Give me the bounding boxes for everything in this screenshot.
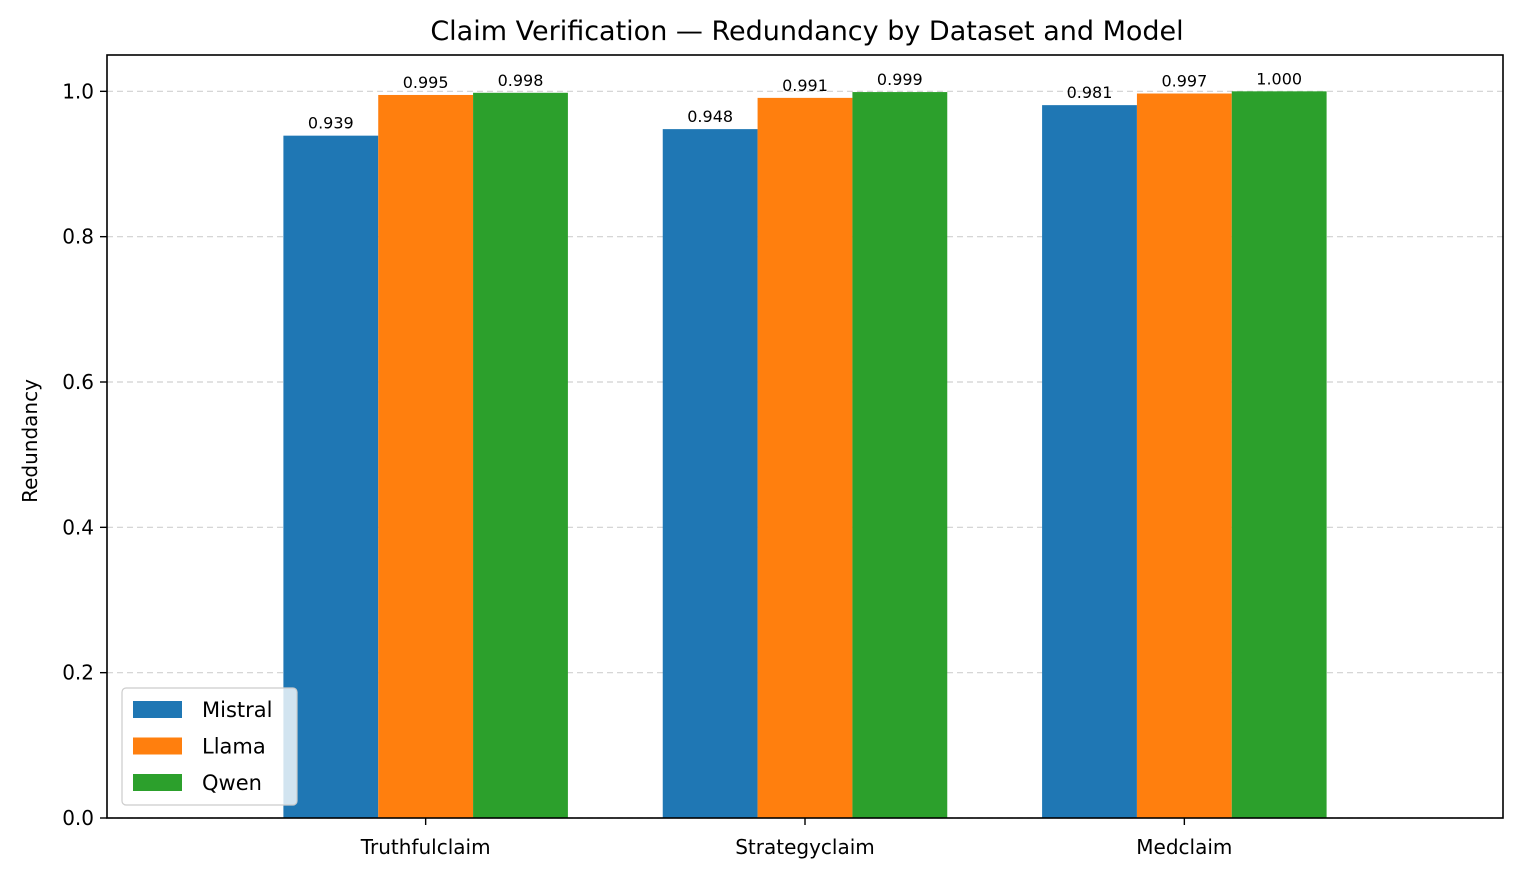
legend-label-mistral: Mistral xyxy=(202,698,272,722)
bar-mistral-strategyclaim xyxy=(662,129,758,818)
y-tick-label: 0.6 xyxy=(62,370,94,394)
y-tick-label: 0.8 xyxy=(62,225,94,249)
y-tick-label: 1.0 xyxy=(62,79,94,103)
bar-qwen-medclaim xyxy=(1231,91,1327,819)
data-label: 0.948 xyxy=(687,107,733,126)
bar-llama-strategyclaim xyxy=(757,97,853,818)
data-label: 0.997 xyxy=(1161,72,1207,91)
bar-llama-medclaim xyxy=(1136,93,1232,819)
legend-label-qwen: Qwen xyxy=(202,771,262,795)
legend-swatch-qwen xyxy=(133,774,182,791)
data-label: 0.939 xyxy=(308,114,354,133)
data-labels: 0.939 0.995 0.998 0.948 0.991 0.999 0.981 0.997… xyxy=(308,69,1302,132)
y-axis-label: Redundancy xyxy=(18,379,42,503)
legend-swatch-llama xyxy=(133,737,182,755)
bar-qwen-truthfulclaim xyxy=(473,92,568,818)
legend: Mistral Llama Qwen xyxy=(121,687,298,806)
x-tick-label: Medclaim xyxy=(1136,835,1232,859)
bar-qwen-strategyclaim xyxy=(852,92,948,818)
data-label: 0.981 xyxy=(1067,83,1113,102)
y-tick-label: 0.0 xyxy=(62,806,94,830)
data-label: 1.000 xyxy=(1256,69,1302,88)
bar-mistral-truthfulclaim xyxy=(283,135,379,818)
chart-title: Claim Verification — Redundancy by Datas… xyxy=(430,16,1183,47)
y-tick-label: 0.2 xyxy=(62,661,94,685)
x-tick-label: Strategyclaim xyxy=(735,835,875,859)
axes: 0.0 0.2 0.4 0.6 0.8 1.0 Truthfulclaim Strategyc… xyxy=(62,54,1504,859)
legend-swatch-mistral xyxy=(133,701,182,718)
bar-mistral-medclaim xyxy=(1042,105,1137,818)
data-label: 0.999 xyxy=(877,70,923,89)
data-label: 0.998 xyxy=(498,71,544,90)
data-label: 0.991 xyxy=(782,76,828,95)
bars xyxy=(283,91,1327,819)
bar-llama-truthfulclaim xyxy=(378,94,474,818)
data-label: 0.995 xyxy=(403,73,449,92)
legend-label-llama: Llama xyxy=(202,735,266,759)
x-tick-label: Truthfulclaim xyxy=(360,835,491,859)
y-tick-label: 0.4 xyxy=(62,515,94,539)
